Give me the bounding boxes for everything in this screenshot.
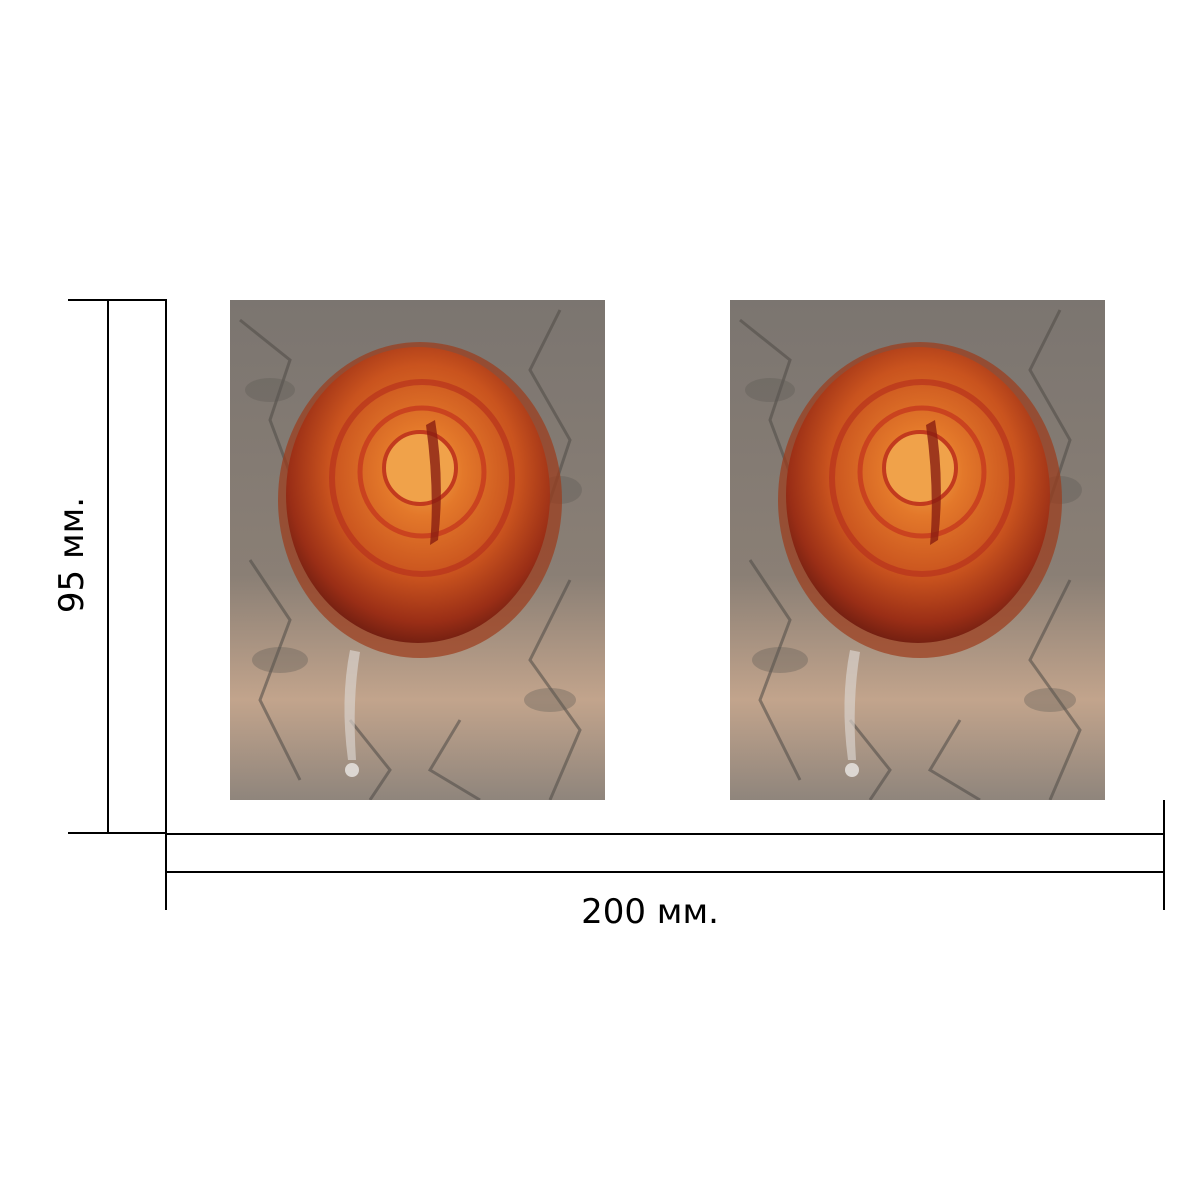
bark-knot-image-left [230, 300, 605, 800]
height-dimension-label: 95 мм. [52, 496, 92, 614]
bark-knot-illustration [730, 300, 1105, 800]
bark-knot-image-right [730, 300, 1105, 800]
bark-knot-illustration [230, 300, 605, 800]
width-dimension-label: 200 мм. [581, 892, 719, 932]
